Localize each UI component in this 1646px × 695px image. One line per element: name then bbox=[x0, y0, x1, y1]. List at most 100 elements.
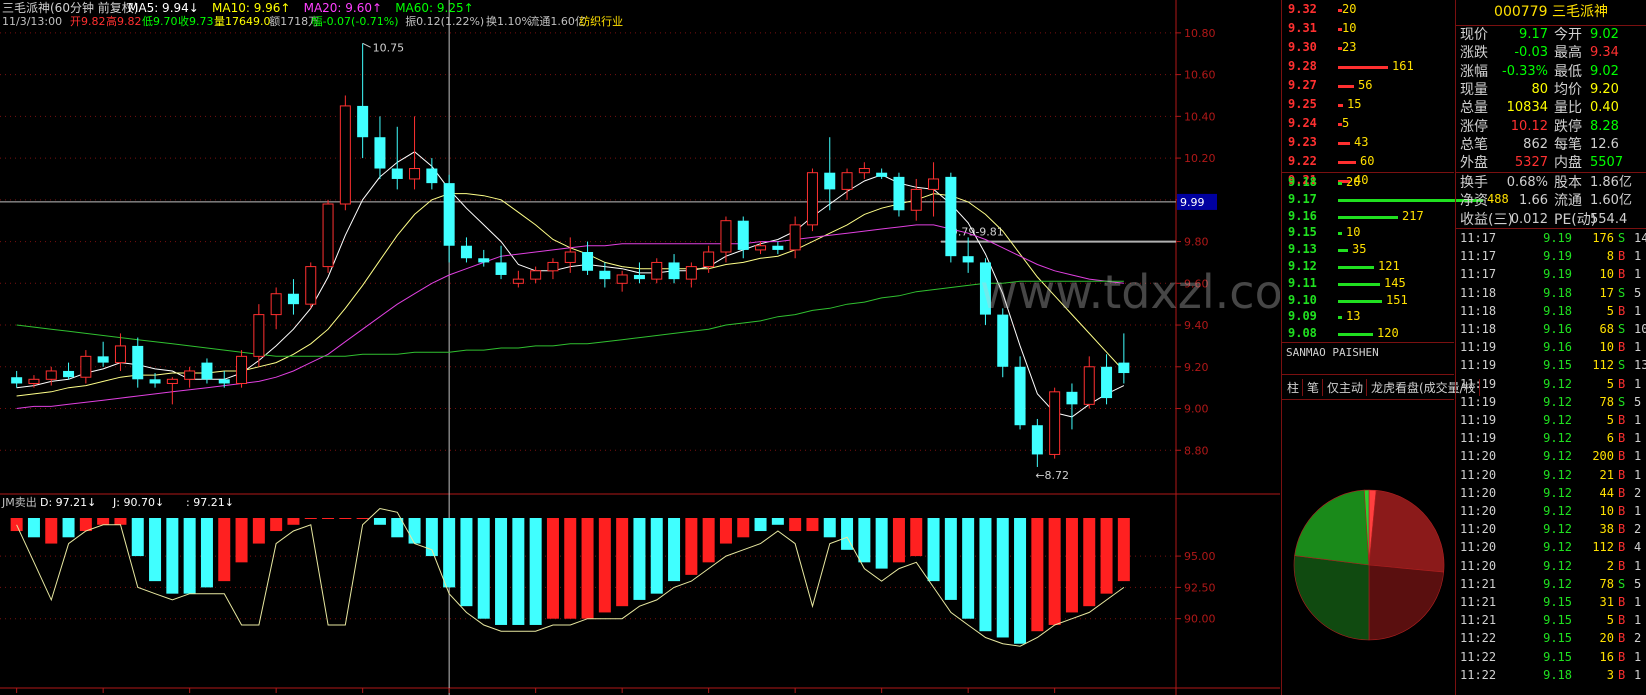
candle-body bbox=[253, 314, 265, 357]
bid-volume-bar bbox=[1338, 282, 1380, 286]
candle-body bbox=[149, 379, 161, 384]
candle bbox=[772, 241, 784, 255]
candle bbox=[45, 366, 57, 386]
stock-name: 三毛派神 bbox=[1551, 4, 1608, 20]
indicator-bar bbox=[737, 518, 750, 538]
candle-body bbox=[841, 172, 853, 190]
trade-count: 1 bbox=[1634, 667, 1642, 682]
indicator-bar bbox=[373, 518, 386, 525]
indicator-bar bbox=[702, 518, 715, 563]
ask-volume: 40 bbox=[1354, 173, 1369, 187]
quote-value: 12.6 bbox=[1590, 136, 1619, 152]
candle bbox=[322, 199, 334, 273]
bid-price: 9.18 bbox=[1288, 175, 1317, 189]
ask-volume: 161 bbox=[1392, 59, 1414, 73]
candle-body bbox=[599, 270, 611, 280]
tab-3[interactable]: 龙虎看盘(成交量/校 bbox=[1368, 379, 1480, 396]
candle bbox=[599, 262, 611, 288]
trade-volume: 2 bbox=[1606, 558, 1614, 573]
trade-volume: 10 bbox=[1599, 504, 1614, 518]
quote-row: 现价 9.17 今开 9.02 bbox=[1456, 26, 1646, 44]
ask-row: 9.25 15 bbox=[1282, 95, 1454, 114]
quote-value: 10.12 bbox=[1510, 118, 1548, 134]
price-tick-label: 9.80 bbox=[1184, 236, 1209, 249]
candle-body bbox=[339, 105, 351, 205]
indicator-bar bbox=[1117, 518, 1130, 582]
candle bbox=[253, 304, 265, 367]
trade-volume: 176 bbox=[1592, 231, 1614, 245]
indicator-bar bbox=[45, 518, 58, 544]
candle bbox=[703, 245, 715, 273]
quote-value: -0.33% bbox=[1502, 63, 1548, 79]
indicator-bar bbox=[927, 518, 940, 582]
divider bbox=[1456, 172, 1646, 173]
tab-2[interactable]: 仅主动 bbox=[1324, 379, 1368, 396]
candle-body bbox=[236, 355, 248, 384]
candle-body bbox=[893, 176, 905, 211]
industry-label: 纺织行业 bbox=[579, 14, 623, 28]
candle bbox=[495, 245, 507, 280]
ask-row: 9.22 60 bbox=[1282, 152, 1454, 171]
trade-count: 5 bbox=[1634, 285, 1642, 300]
candle bbox=[409, 116, 421, 190]
trade-volume: 38 bbox=[1599, 522, 1614, 537]
trade-time: 11:19 bbox=[1460, 394, 1497, 409]
bid-volume: 145 bbox=[1384, 275, 1406, 290]
chart-canvas[interactable]: 10.8010.6010.4010.2010.009.809.609.409.2… bbox=[0, 0, 1280, 695]
candle bbox=[668, 254, 680, 284]
tab-1[interactable]: 笔 bbox=[1304, 379, 1324, 396]
trade-price: 9.15 bbox=[1543, 595, 1572, 609]
bid-volume: 120 bbox=[1377, 326, 1399, 341]
quote-label: 现量 bbox=[1460, 81, 1488, 98]
trade-volume: 200 bbox=[1592, 449, 1614, 464]
trade-row: 11:19 9.12 6 B 1 bbox=[1456, 429, 1646, 447]
quote-row: 现量 80 均价 9.20 bbox=[1456, 81, 1646, 99]
trade-volume: 17 bbox=[1599, 285, 1614, 300]
candle-body bbox=[1118, 362, 1130, 374]
quote-label: 量比 bbox=[1554, 100, 1582, 117]
trade-count: 1 bbox=[1634, 249, 1642, 264]
quote-row: 净资 1.66 流通 1.60亿 bbox=[1456, 192, 1646, 210]
trade-count: 1 bbox=[1634, 303, 1642, 318]
trade-volume: 68 bbox=[1599, 322, 1614, 336]
ask-row: 9.30 23 bbox=[1282, 38, 1454, 57]
high-label: 10.75 bbox=[373, 41, 405, 54]
trade-volume: 10 bbox=[1599, 340, 1614, 355]
bid-volume: 35 bbox=[1352, 242, 1367, 257]
bid-price: 9.12 bbox=[1288, 259, 1317, 273]
indicator-bar bbox=[789, 518, 802, 532]
ask-volume: 10 bbox=[1342, 21, 1357, 35]
candle-body bbox=[305, 266, 317, 305]
indicator-bar bbox=[356, 518, 369, 519]
candle-body bbox=[374, 137, 386, 169]
trade-count: 1 bbox=[1634, 413, 1642, 427]
trade-row: 11:22 9.15 16 B 1 bbox=[1456, 648, 1646, 666]
indicator-bar bbox=[131, 518, 144, 557]
candle bbox=[582, 241, 594, 275]
candle-body bbox=[460, 245, 472, 259]
trade-side: B bbox=[1618, 449, 1626, 464]
bid-price: 9.08 bbox=[1288, 326, 1317, 341]
indicator-bar bbox=[546, 518, 559, 619]
ask-row: 9.27 56 bbox=[1282, 76, 1454, 95]
candle bbox=[132, 337, 144, 388]
quote-label: 均价 bbox=[1554, 81, 1582, 98]
ask-volume-bar bbox=[1338, 28, 1342, 31]
indicator-bar bbox=[149, 518, 162, 582]
candle-body bbox=[97, 356, 109, 363]
indicator-bar bbox=[806, 518, 819, 532]
indicator-j-line bbox=[16, 507, 1125, 647]
indicator-legend-2: J: 90.70↓ bbox=[112, 496, 164, 509]
indicator-bar bbox=[391, 518, 404, 538]
candle bbox=[685, 262, 697, 288]
candle-body bbox=[685, 266, 697, 280]
trade-side: B bbox=[1618, 340, 1626, 355]
low-label: ←8.72 bbox=[1035, 469, 1069, 482]
tab-0[interactable]: 柱 bbox=[1284, 379, 1304, 396]
kline-chart-panel[interactable]: 10.8010.6010.4010.2010.009.809.609.409.2… bbox=[0, 0, 1280, 695]
candle-body bbox=[426, 168, 438, 184]
candle-body bbox=[409, 168, 421, 180]
trade-price: 9.12 bbox=[1543, 558, 1572, 573]
indicator-bar bbox=[719, 518, 732, 544]
trade-volume: 3 bbox=[1606, 667, 1614, 682]
